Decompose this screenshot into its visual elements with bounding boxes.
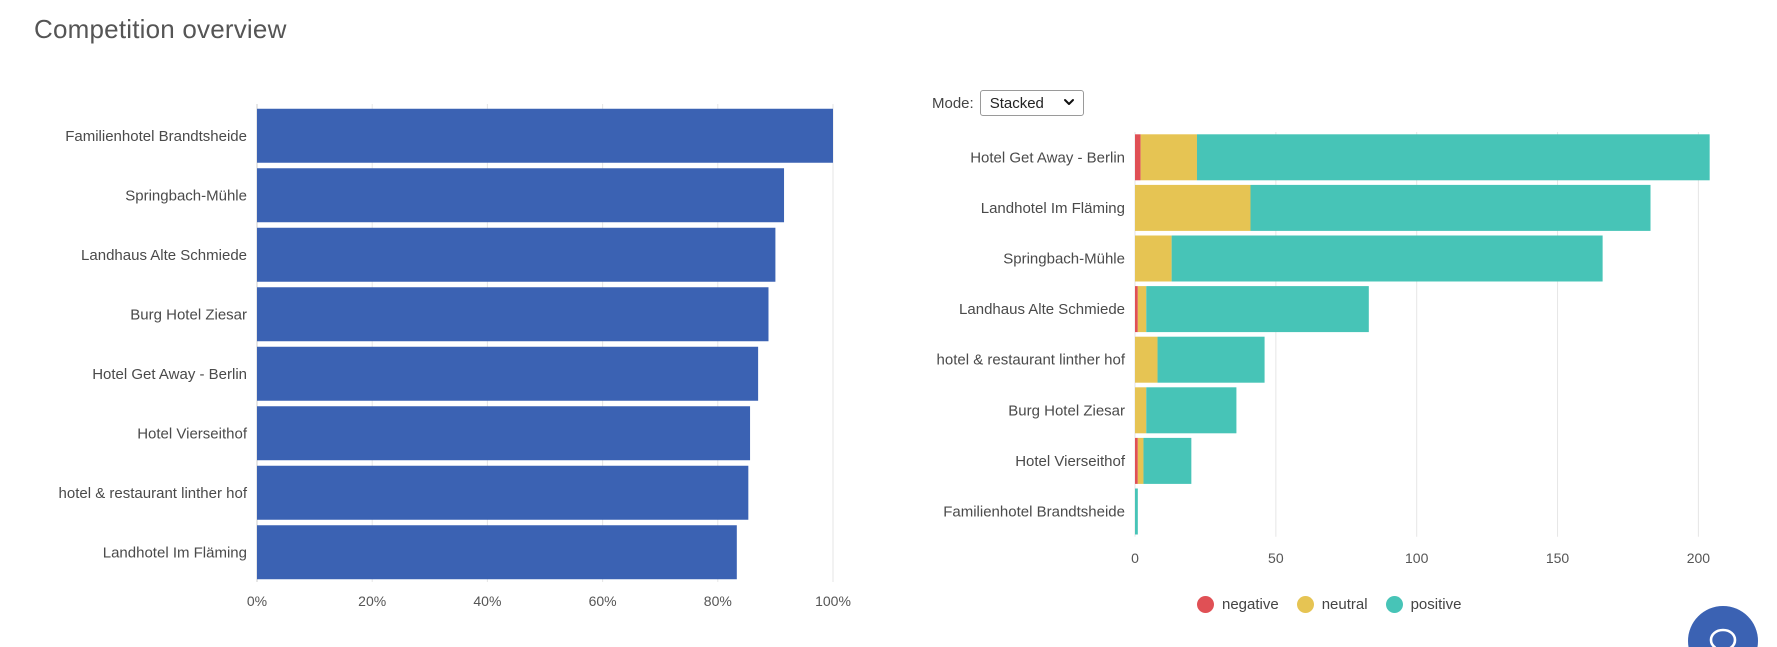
- legend-item-positive[interactable]: positive: [1385, 596, 1462, 613]
- y-category-label: hotel & restaurant linther hof: [59, 485, 248, 502]
- legend-item-neutral[interactable]: neutral: [1296, 596, 1368, 613]
- y-category-label: Hotel Get Away - Berlin: [92, 366, 247, 383]
- legend-item-negative[interactable]: negative: [1197, 596, 1279, 613]
- bar-segment-positive: [1146, 286, 1369, 333]
- bar-segment-positive: [1143, 437, 1192, 484]
- bar-segment-positive: [1250, 184, 1651, 231]
- x-tick-label: 80%: [704, 593, 732, 609]
- legend-dot-neutral: [1296, 596, 1314, 613]
- x-tick-label: 20%: [358, 593, 386, 609]
- y-category-label: Landhaus Alte Schmiede: [81, 247, 247, 264]
- bar-segment-neutral: [1135, 184, 1251, 231]
- y-category-label: Landhotel Im Fläming: [103, 544, 247, 561]
- legend-label-neutral: neutral: [1321, 596, 1368, 613]
- legend-label-negative: negative: [1222, 596, 1279, 613]
- mode-select-value: Stacked: [989, 94, 1044, 112]
- bar-segment-positive: [1196, 134, 1710, 181]
- y-category-label: Hotel Vierseithof: [1015, 453, 1126, 470]
- bar-segment-negative: [1135, 286, 1138, 333]
- x-tick-label: 100%: [815, 593, 851, 609]
- bar-hotel-vierseithof: [257, 406, 751, 461]
- bar-segment-neutral: [1137, 286, 1147, 333]
- y-category-label: Familienhotel Brandtsheide: [65, 128, 247, 145]
- bar-familienhotel-brandtsheide: [257, 108, 833, 163]
- share-bar-chart: 0% 20% 40% 60% 80% 100% Familienhotel Brandtsh…: [59, 104, 851, 609]
- page-title: Competition overview: [34, 14, 287, 44]
- legend-dot-negative: [1197, 596, 1214, 613]
- chart-legend: negative neutral positive: [1197, 596, 1479, 613]
- bar-segment-neutral: [1137, 437, 1144, 484]
- bar-segment-neutral: [1140, 134, 1197, 181]
- y-category-label: Landhotel Im Fläming: [981, 200, 1125, 217]
- chevron-down-icon: [1063, 99, 1074, 105]
- bar-segment-neutral: [1135, 387, 1147, 434]
- bar-landhotel-im-fläming: [257, 525, 737, 580]
- bar-segment-positive: [1171, 235, 1603, 282]
- mode-control: Mode: Stacked: [932, 90, 1084, 116]
- y-category-label: Hotel Get Away - Berlin: [970, 149, 1125, 166]
- y-category-label: Landhaus Alte Schmiede: [959, 301, 1125, 318]
- y-category-label: Burg Hotel Ziesar: [1008, 402, 1125, 419]
- bar-segment-neutral: [1135, 336, 1158, 383]
- bar-segment-negative: [1135, 134, 1141, 181]
- y-category-label: Hotel Vierseithof: [137, 425, 248, 442]
- x-tick-label: 100: [1405, 550, 1429, 566]
- y-category-label: Burg Hotel Ziesar: [130, 306, 247, 323]
- y-category-label: Familienhotel Brandtsheide: [943, 504, 1125, 521]
- bar-hotel-and-restaurant-linther-hof: [257, 465, 749, 520]
- bar-segment-positive: [1157, 336, 1265, 383]
- x-tick-label: 40%: [473, 593, 501, 609]
- bar-segment-positive: [1146, 387, 1237, 434]
- bar-segment-neutral: [1135, 235, 1172, 282]
- x-tick-label: 0%: [247, 593, 267, 609]
- x-tick-label: 150: [1546, 550, 1570, 566]
- bar-segment-negative: [1135, 437, 1138, 484]
- x-tick-label: 200: [1687, 550, 1711, 566]
- mode-select[interactable]: Stacked: [979, 90, 1084, 116]
- bar-burg-hotel-ziesar: [257, 287, 769, 342]
- y-category-label: Springbach-Mühle: [1003, 251, 1125, 268]
- chat-bubble-icon: [1709, 628, 1737, 647]
- x-tick-label: 0: [1131, 550, 1139, 566]
- bar-springbach-mühle: [257, 168, 785, 223]
- mode-label: Mode:: [932, 94, 974, 112]
- x-tick-label: 60%: [589, 593, 617, 609]
- legend-label-positive: positive: [1410, 596, 1462, 613]
- bar-hotel-get-away-berlin: [257, 346, 759, 401]
- x-tick-label: 50: [1268, 550, 1284, 566]
- bar-landhaus-alte-schmiede: [257, 227, 776, 282]
- y-category-label: hotel & restaurant linther hof: [937, 352, 1126, 369]
- legend-dot-positive: [1385, 596, 1403, 613]
- y-category-label: Springbach-Mühle: [125, 187, 247, 204]
- bar-segment-positive: [1135, 488, 1138, 535]
